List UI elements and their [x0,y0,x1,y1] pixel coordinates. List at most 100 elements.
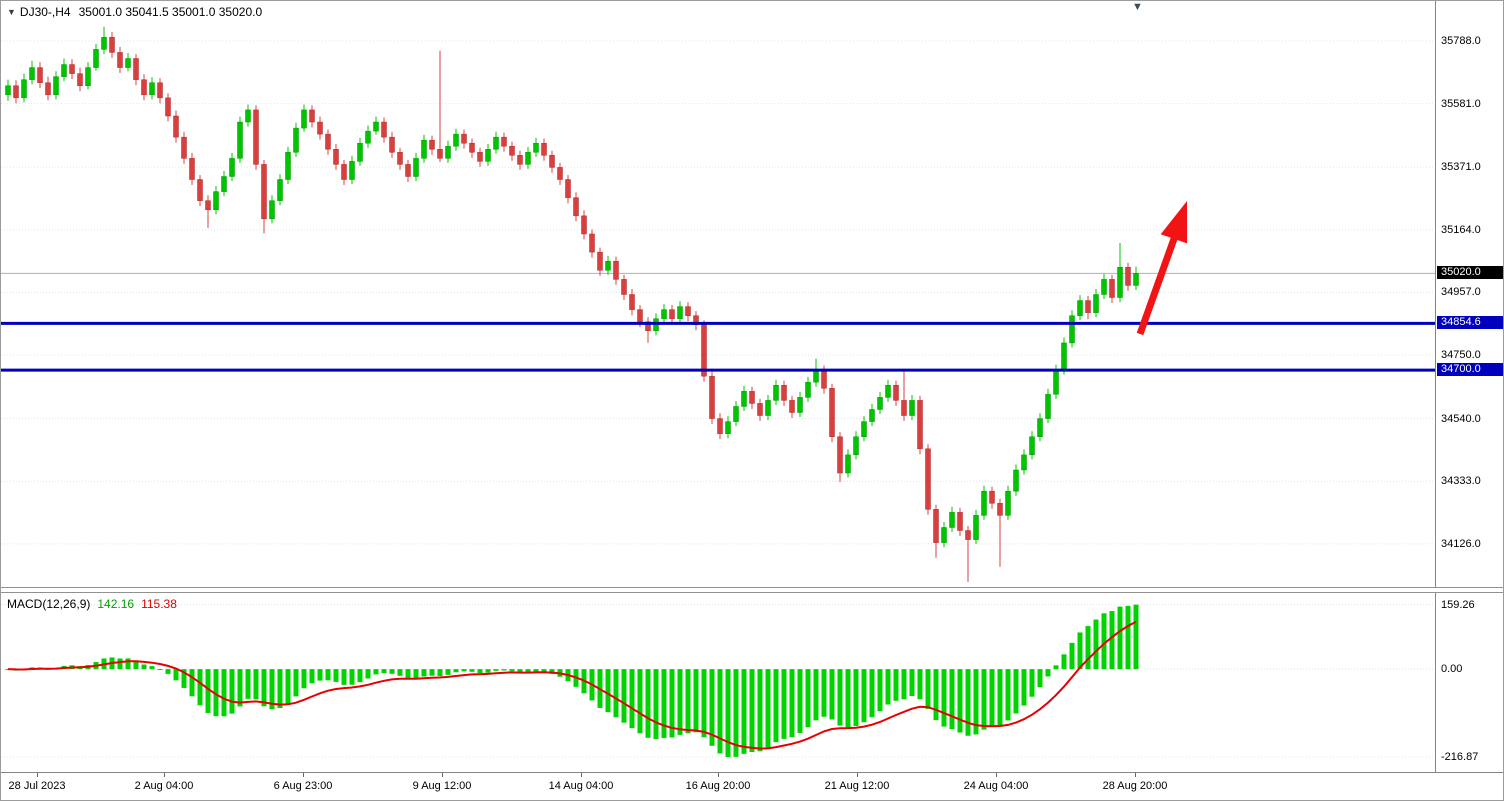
bull-candle[interactable] [973,515,979,540]
bear-candle[interactable] [789,400,795,413]
bull-candle[interactable] [805,381,811,398]
bear-candle[interactable] [341,164,347,180]
bull-candle[interactable] [349,161,355,180]
bear-candle[interactable] [405,164,411,177]
bear-candle[interactable] [837,436,843,474]
bull-candle[interactable] [101,37,107,50]
bull-candle[interactable] [853,436,859,456]
bear-candle[interactable] [1085,300,1091,313]
bull-candle[interactable] [1013,469,1019,492]
bull-candle[interactable] [845,454,851,474]
bull-candle[interactable] [413,158,419,177]
bear-candle[interactable] [389,136,395,153]
bull-candle[interactable] [813,369,819,383]
bull-candle[interactable] [149,82,155,96]
bull-candle[interactable] [85,67,91,86]
bull-candle[interactable] [493,136,499,150]
bull-candle[interactable] [797,397,803,413]
bull-candle[interactable] [861,421,867,437]
bull-candle[interactable] [373,121,379,132]
bull-candle[interactable] [1101,279,1107,295]
bull-candle[interactable] [525,152,531,165]
bear-candle[interactable] [709,375,715,419]
chart-shift-marker-icon[interactable]: ▼ [1132,1,1143,13]
bear-candle[interactable] [749,391,755,404]
bull-candle[interactable] [53,76,59,96]
bull-candle[interactable] [981,490,987,516]
bear-candle[interactable] [645,321,651,332]
bull-candle[interactable] [885,385,891,398]
bear-candle[interactable] [613,260,619,280]
bear-candle[interactable] [829,388,835,437]
bull-candle[interactable] [605,260,611,271]
bear-candle[interactable] [1125,267,1131,286]
bull-candle[interactable] [733,406,739,422]
bull-candle[interactable] [765,400,771,416]
bull-candle[interactable] [221,176,227,192]
bull-candle[interactable] [301,109,307,129]
bear-candle[interactable] [581,215,587,235]
bear-candle[interactable] [901,400,907,416]
bear-candle[interactable] [637,309,643,322]
bull-candle[interactable] [725,421,731,434]
bear-candle[interactable] [669,309,675,319]
bear-candle[interactable] [781,385,787,401]
bull-candle[interactable] [1053,369,1059,395]
price-chart[interactable] [1,1,1435,588]
bear-candle[interactable] [989,490,995,504]
bull-candle[interactable] [61,64,67,77]
bull-candle[interactable] [365,130,371,144]
bear-candle[interactable] [565,179,571,198]
bull-candle[interactable] [533,142,539,153]
bear-candle[interactable] [757,403,763,416]
bear-candle[interactable] [317,121,323,135]
bear-candle[interactable] [517,155,523,165]
bear-candle[interactable] [133,58,139,80]
bull-candle[interactable] [293,127,299,153]
bear-candle[interactable] [573,197,579,217]
bear-candle[interactable] [253,109,259,165]
bear-candle[interactable] [77,73,83,86]
bull-candle[interactable] [421,139,427,159]
bear-candle[interactable] [165,97,171,117]
bear-candle[interactable] [37,67,43,83]
bear-candle[interactable] [381,121,387,138]
bear-candle[interactable] [501,136,507,147]
bear-candle[interactable] [197,179,203,201]
bear-candle[interactable] [717,418,723,434]
bear-candle[interactable] [333,149,339,165]
bear-candle[interactable] [69,64,75,74]
candles[interactable] [5,26,1139,582]
trend-arrow[interactable] [1136,201,1188,336]
bull-candle[interactable] [949,512,955,528]
bear-candle[interactable] [261,164,267,220]
bull-candle[interactable] [453,133,459,147]
bear-candle[interactable] [397,152,403,165]
bull-candle[interactable] [285,152,291,180]
bull-candle[interactable] [269,200,275,220]
bear-candle[interactable] [965,530,971,540]
bear-candle[interactable] [189,158,195,180]
bull-candle[interactable] [357,142,363,162]
bear-candle[interactable] [821,369,827,389]
bear-candle[interactable] [181,136,187,159]
bull-candle[interactable] [661,309,667,319]
price-axis[interactable]: 35788.0 35581.0 35371.0 35164.0 34957.0 34750… [1435,1,1503,772]
bear-candle[interactable] [325,133,331,150]
bear-candle[interactable] [509,145,515,156]
bear-candle[interactable] [629,294,635,310]
bull-candle[interactable] [93,49,99,68]
bear-candle[interactable] [917,400,923,450]
bull-candle[interactable] [741,391,747,407]
bear-candle[interactable] [925,448,931,510]
bull-candle[interactable] [245,109,251,123]
bull-candle[interactable] [1029,436,1035,456]
bear-candle[interactable] [469,142,475,153]
bear-candle[interactable] [109,37,115,53]
bull-candle[interactable] [229,158,235,177]
bull-candle[interactable] [909,400,915,416]
bear-candle[interactable] [429,139,435,150]
bull-candle[interactable] [485,149,491,162]
bear-candle[interactable] [141,79,147,96]
bull-candle[interactable] [277,179,283,201]
